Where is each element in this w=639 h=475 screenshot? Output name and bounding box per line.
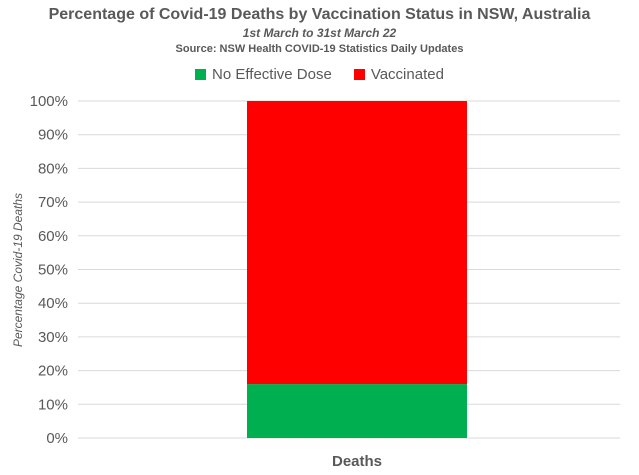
y-tick-label: 80% xyxy=(38,160,68,177)
chart-title: Percentage of Covid-19 Deaths by Vaccina… xyxy=(48,6,591,23)
y-tick-label: 0% xyxy=(46,430,68,447)
chart-subtitle: 1st March to 31st March 22 xyxy=(242,26,397,40)
y-tick-label: 100% xyxy=(30,93,68,110)
legend-item-vaccinated: Vaccinated xyxy=(353,66,444,83)
legend-label: Vaccinated xyxy=(370,66,444,83)
legend-swatch xyxy=(353,69,365,80)
y-tick-label: 30% xyxy=(38,329,68,346)
legend-item-no-effective-dose: No Effective Dose xyxy=(195,66,332,83)
x-tick-label: Deaths xyxy=(332,453,382,470)
legend: No Effective Dose Vaccinated xyxy=(0,66,639,83)
y-tick-label: 60% xyxy=(38,228,68,245)
y-tick-label: 40% xyxy=(38,295,68,312)
legend-label: No Effective Dose xyxy=(212,66,332,83)
legend-swatch xyxy=(195,69,207,80)
bar-no-effective-dose xyxy=(247,384,467,438)
y-tick-label: 70% xyxy=(38,194,68,211)
y-tick-label: 90% xyxy=(38,127,68,144)
chart-source: Source: NSW Health COVID-19 Statistics D… xyxy=(175,43,464,55)
y-tick-label: 20% xyxy=(38,363,68,380)
y-tick-label: 10% xyxy=(38,396,68,413)
bar-vaccinated xyxy=(247,101,467,385)
y-tick-label: 50% xyxy=(38,262,68,279)
